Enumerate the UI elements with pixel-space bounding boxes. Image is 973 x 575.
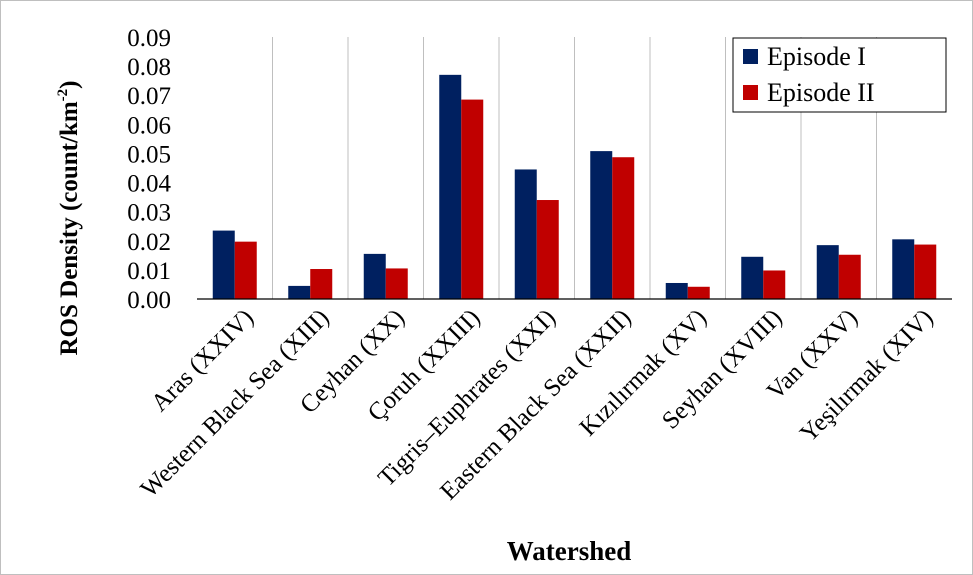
bar-episode-1 (741, 256, 764, 299)
bar-episode-2 (310, 269, 333, 299)
bar-episode-1 (590, 151, 613, 299)
x-axis-label: Watershed (507, 536, 632, 566)
y-tick-label: 0.00 (127, 287, 171, 314)
legend-swatch-episode-1 (743, 49, 758, 64)
bar-episode-1 (439, 74, 462, 299)
y-axis-ticks: 0.000.010.020.030.04 0.050.060.070.080.09 (127, 25, 171, 314)
bars (212, 74, 937, 299)
legend-box (732, 37, 947, 113)
bar-episode-2 (234, 241, 257, 299)
y-tick-label: 0.03 (127, 200, 171, 227)
bar-episode-1 (816, 245, 839, 299)
y-tick-label: 0.06 (127, 112, 171, 139)
bar-episode-1 (212, 230, 235, 299)
bar-episode-1 (363, 253, 386, 299)
legend-label-episode-2: Episode II (767, 78, 875, 107)
bar-episode-2 (612, 157, 635, 299)
y-tick-label: 0.07 (127, 83, 171, 110)
bar-episode-1 (288, 285, 311, 299)
y-tick-label: 0.05 (127, 141, 171, 168)
x-tick-label: Yeşilırmak (XIV) (795, 304, 938, 447)
bar-episode-2 (461, 99, 484, 299)
x-tick-label: Kızılırmak (XV) (575, 304, 712, 441)
bar-episode-2 (536, 200, 559, 299)
y-axis-label: ROS Density (count/km-2) (55, 80, 83, 355)
legend-label-episode-1: Episode I (767, 42, 866, 71)
bar-episode-1 (514, 169, 537, 299)
legend-swatch-episode-2 (743, 85, 758, 100)
bar-episode-2 (385, 268, 408, 299)
y-tick-label: 0.08 (127, 54, 171, 81)
bar-episode-1 (892, 239, 915, 299)
bar-episode-1 (665, 282, 688, 299)
y-tick-label: 0.09 (127, 25, 171, 52)
bar-episode-2 (914, 244, 937, 299)
y-tick-label: 0.02 (127, 229, 171, 256)
y-tick-label: 0.04 (127, 171, 171, 198)
x-axis-ticks: Aras (XXIV)Western Black Sea (XIII)Ceyha… (136, 304, 939, 505)
y-tick-label: 0.01 (127, 258, 171, 285)
legend: Episode I Episode II (732, 37, 947, 113)
bar-episode-2 (687, 286, 710, 299)
bar-episode-2 (838, 254, 861, 299)
bar-episode-2 (763, 270, 786, 299)
